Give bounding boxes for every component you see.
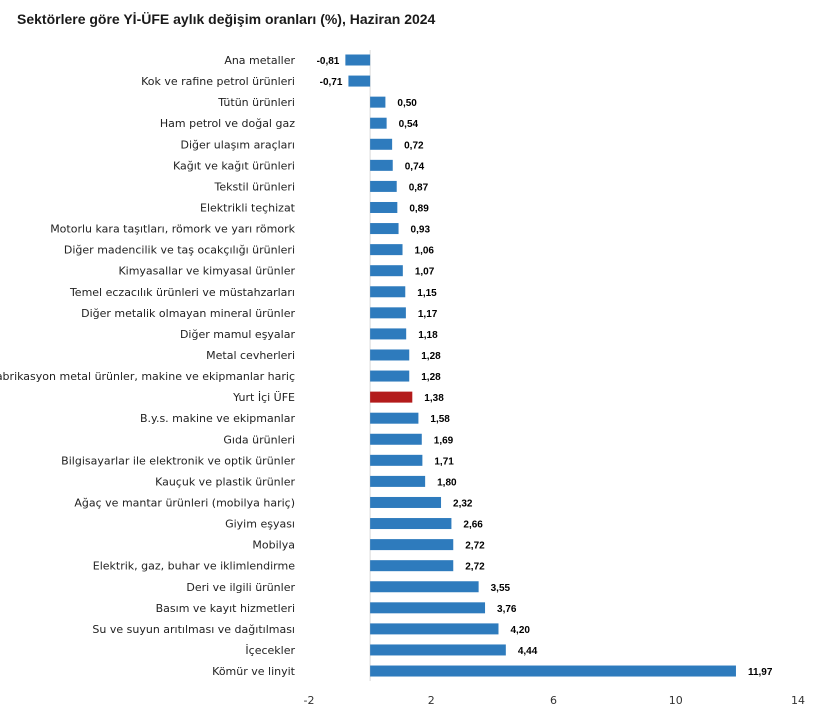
- data-label: 3,55: [491, 583, 511, 594]
- data-label: 1,28: [421, 351, 441, 362]
- bar: [370, 244, 403, 256]
- category-label: Motorlu kara taşıtları, römork ve yarı r…: [50, 223, 295, 236]
- data-label: 1,71: [434, 456, 454, 467]
- x-tick-label: 10: [669, 694, 683, 707]
- data-label: 0,54: [399, 119, 419, 130]
- category-label: Metal cevherleri: [206, 349, 295, 362]
- bar: [370, 328, 407, 340]
- bar: [370, 307, 406, 319]
- bar: [370, 475, 426, 487]
- x-tick-label: 6: [550, 694, 557, 707]
- data-label: -0,71: [320, 77, 343, 88]
- category-label: Diğer metalik olmayan mineral ürünler: [81, 307, 295, 320]
- data-label: 2,72: [465, 541, 485, 552]
- category-label: Elektrikli teçhizat: [200, 201, 296, 214]
- bar: [370, 96, 386, 108]
- bar: [370, 581, 479, 593]
- category-label: Ana metaller: [224, 54, 295, 67]
- bar: [370, 180, 397, 192]
- category-label: Kimyasallar ve kimyasal ürünler: [118, 265, 295, 278]
- bar: [370, 665, 736, 677]
- bar: [370, 496, 442, 508]
- category-label: Su ve suyun arıtılması ve dağıtılması: [92, 623, 295, 636]
- category-label: İçecekler: [245, 644, 295, 657]
- data-label: 1,15: [417, 288, 437, 299]
- bar: [370, 539, 454, 551]
- data-label: 11,97: [748, 667, 773, 678]
- category-label: Tütün ürünleri: [217, 96, 295, 109]
- bar: [370, 265, 403, 277]
- category-label: Ham petrol ve doğal gaz: [160, 117, 295, 130]
- data-label: 0,50: [397, 98, 417, 109]
- bar: [370, 223, 399, 235]
- category-label: Elektrik, gaz, buhar ve iklimlendirme: [93, 560, 295, 573]
- data-label: -0,81: [317, 56, 340, 67]
- data-label: 1,28: [421, 372, 441, 383]
- category-label: Mobilya: [252, 539, 295, 552]
- category-label: Diğer mamul eşyalar: [180, 328, 296, 341]
- data-label: 0,87: [409, 182, 429, 193]
- bar: [370, 159, 393, 171]
- bar: [370, 433, 422, 445]
- category-label: Diğer madencilik ve taş ocakçılığı ürünl…: [64, 244, 295, 257]
- data-label: 1,80: [437, 477, 457, 488]
- data-label: 1,38: [424, 393, 444, 404]
- chart-title: Sektörlere göre Yİ-ÜFE aylık değişim ora…: [17, 11, 436, 27]
- bar: [348, 75, 371, 87]
- category-label: Tekstil ürünleri: [214, 180, 295, 193]
- data-label: 0,72: [404, 140, 424, 151]
- category-label: Kömür ve linyit: [212, 665, 296, 678]
- category-label: Diğer ulaşım araçları: [181, 138, 296, 151]
- category-label: Deri ve ilgili ürünler: [186, 581, 295, 594]
- data-label: 0,89: [409, 203, 429, 214]
- x-tick-label: 2: [428, 694, 435, 707]
- category-label: Kağıt ve kağıt ürünleri: [173, 159, 295, 172]
- bar: [370, 454, 423, 466]
- data-label: 1,07: [415, 267, 435, 278]
- category-label: Kauçuk ve plastik ürünler: [155, 475, 295, 488]
- bar: [370, 370, 410, 382]
- data-label: 1,06: [415, 246, 435, 257]
- bar: [370, 117, 387, 129]
- data-label: 0,74: [405, 161, 425, 172]
- data-label: 1,18: [418, 330, 438, 341]
- x-tick-label: -2: [304, 694, 315, 707]
- category-label: B.y.s. makine ve ekipmanlar: [140, 412, 295, 425]
- category-label: Temel eczacılık ürünleri ve müstahzarlar…: [69, 286, 295, 299]
- bar-highlight: [370, 391, 413, 403]
- bar: [370, 518, 452, 530]
- x-tick-label: 14: [791, 694, 805, 707]
- bar: [370, 412, 419, 424]
- bar: [370, 201, 398, 213]
- data-label: 4,20: [510, 625, 530, 636]
- data-label: 1,58: [430, 414, 450, 425]
- category-label: Kok ve rafine petrol ürünleri: [141, 75, 295, 88]
- category-label: Ağaç ve mantar ürünleri (mobilya hariç): [74, 496, 295, 509]
- data-label: 3,76: [497, 604, 517, 615]
- bar: [370, 349, 410, 361]
- data-label: 1,17: [418, 309, 438, 320]
- bar: [370, 602, 486, 614]
- data-label: 2,66: [463, 520, 483, 531]
- data-label: 4,44: [518, 646, 538, 657]
- category-label: Fabrikasyon metal ürünler, makine ve eki…: [0, 370, 295, 383]
- data-label: 2,32: [453, 498, 473, 509]
- category-label: Basım ve kayıt hizmetleri: [156, 602, 295, 615]
- data-label: 2,72: [465, 562, 485, 573]
- bar: [345, 54, 371, 66]
- bar: [370, 286, 406, 298]
- category-label: Gıda ürünleri: [223, 433, 295, 446]
- bar: [370, 138, 393, 150]
- bar: [370, 560, 454, 572]
- data-label: 0,93: [411, 225, 431, 236]
- bar: [370, 623, 499, 635]
- category-label: Bilgisayarlar ile elektronik ve optik ür…: [61, 454, 295, 467]
- bar: [370, 644, 506, 656]
- data-label: 1,69: [434, 435, 454, 446]
- category-label: Giyim eşyası: [225, 518, 295, 531]
- category-label: Yurt İçi ÜFE: [232, 391, 295, 404]
